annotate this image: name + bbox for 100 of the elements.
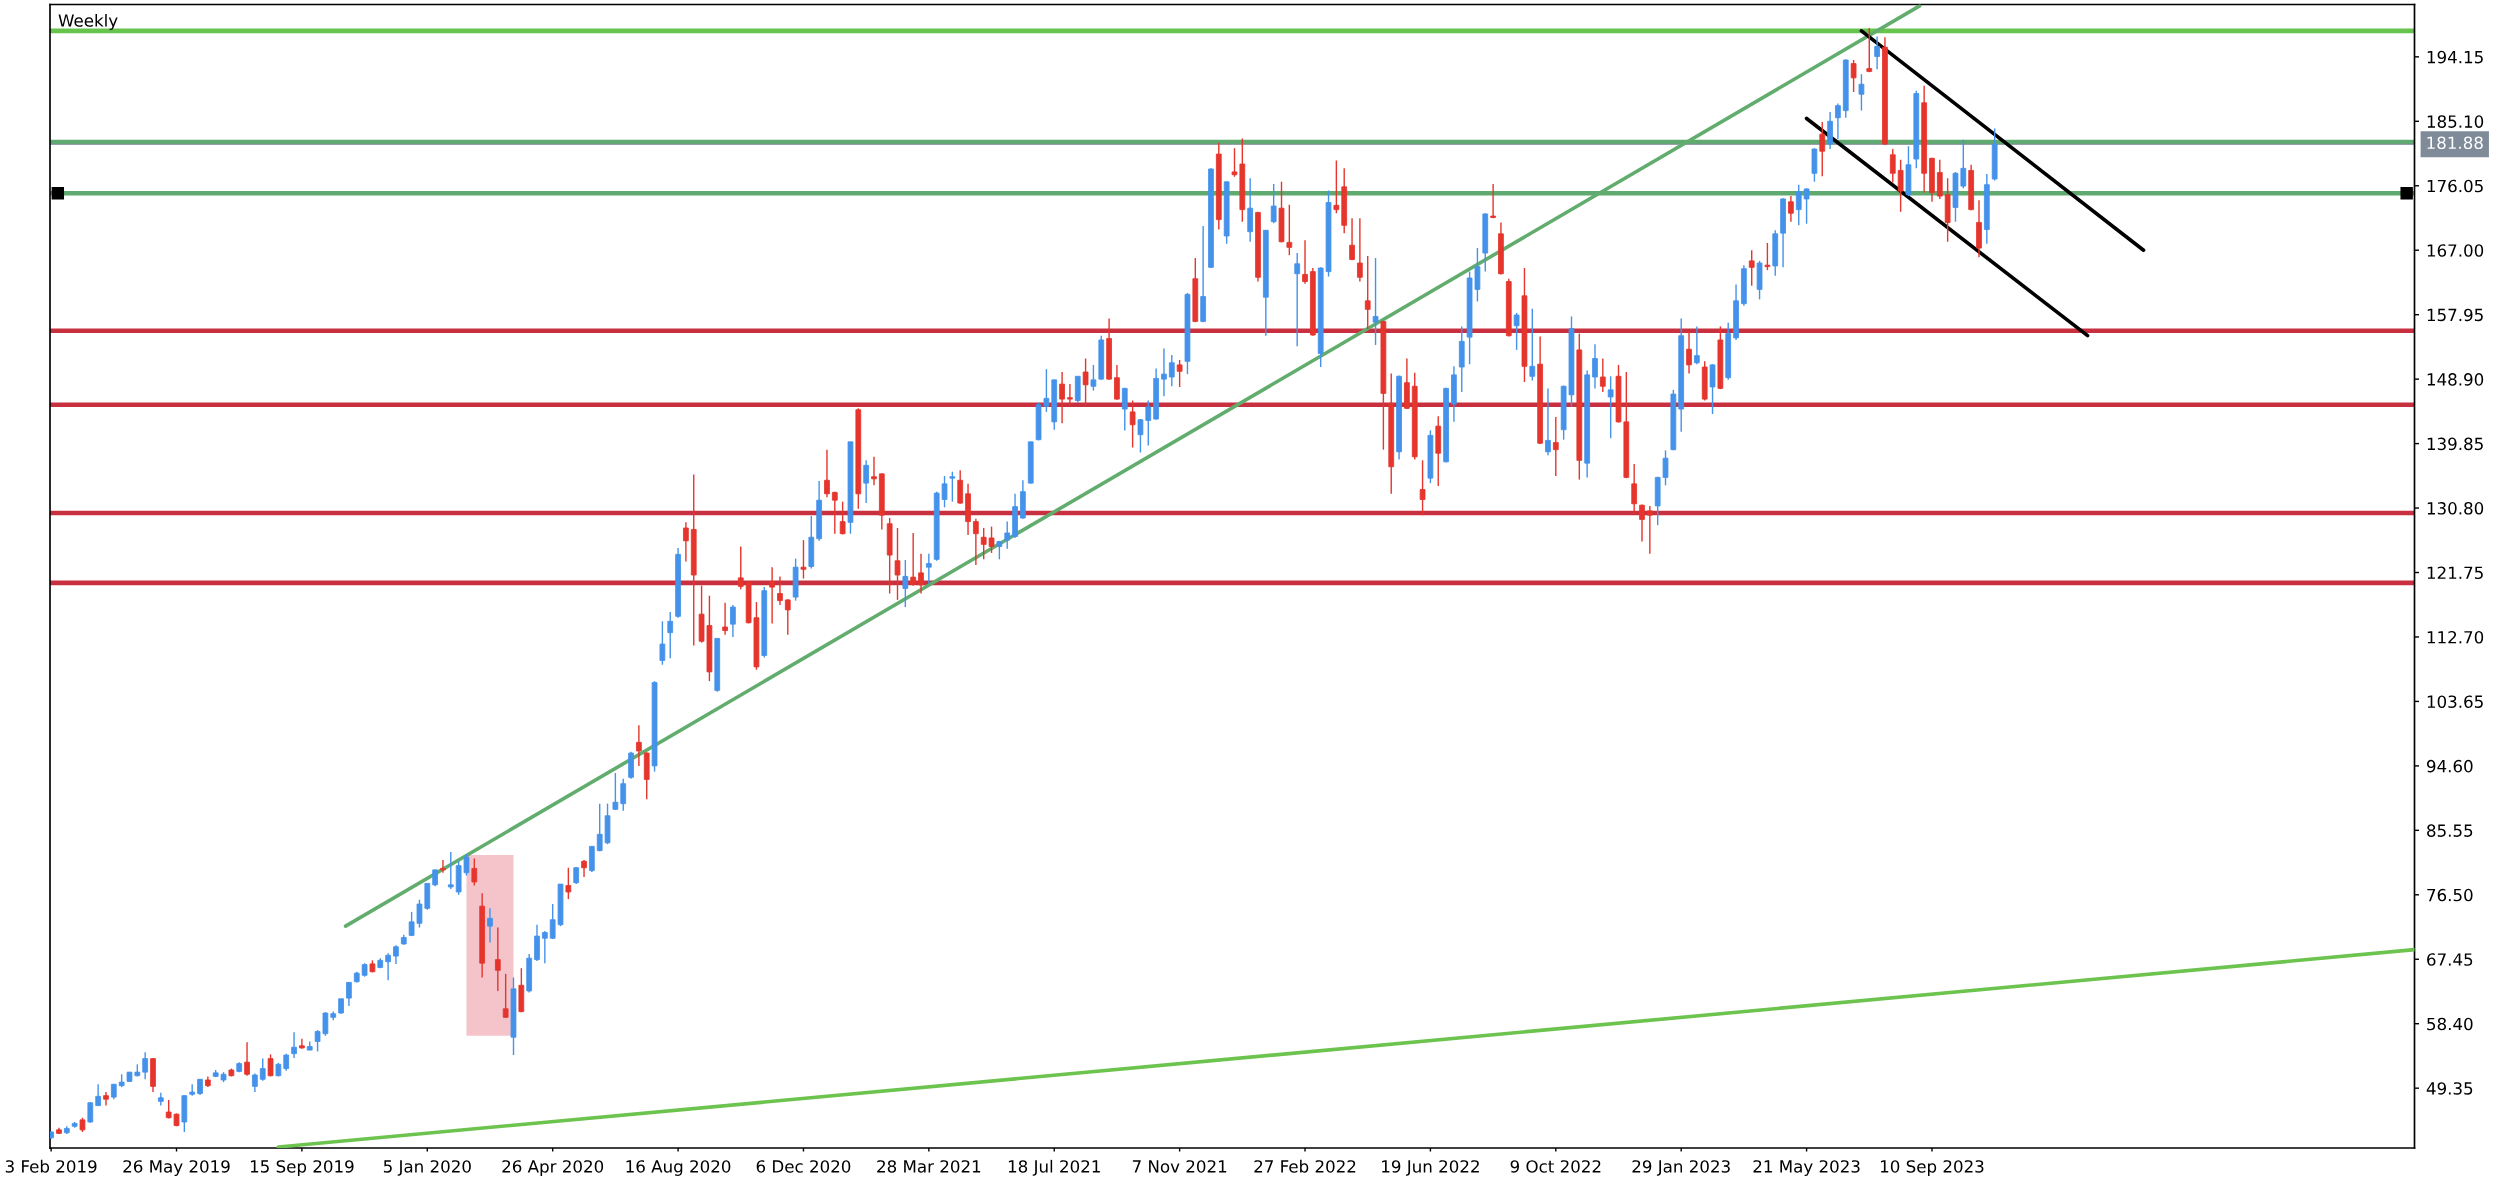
candlestick <box>659 620 666 666</box>
candlestick <box>620 778 627 812</box>
candlestick <box>1121 386 1128 432</box>
candlestick <box>95 1083 101 1107</box>
candlestick <box>1639 503 1645 543</box>
candlestick <box>949 471 956 503</box>
candlestick <box>730 604 736 638</box>
candlestick <box>722 602 728 636</box>
y-tick-label: 130.80 <box>2427 502 2484 515</box>
candlestick <box>1788 195 1794 223</box>
x-tick-label: 26 May 2019 <box>123 1160 230 1176</box>
candlestick <box>1694 325 1700 365</box>
ref-line-label: 181.88 <box>2427 136 2483 150</box>
candlestick <box>839 500 846 536</box>
x-tick-label: 15 Sep 2019 <box>250 1160 354 1176</box>
candlestick <box>1709 363 1716 415</box>
candlestick <box>737 545 744 590</box>
candlestick <box>142 1051 149 1080</box>
x-tick-label: 21 May 2023 <box>1753 1160 1860 1176</box>
candlestick <box>1850 59 1857 93</box>
candlestick <box>1302 239 1308 285</box>
y-tick-label: 103.65 <box>2427 695 2483 708</box>
candlestick <box>902 559 909 608</box>
candlestick <box>863 459 869 504</box>
candlestick <box>1686 330 1692 375</box>
y-tick-label: 185.10 <box>2427 115 2484 128</box>
y-tick-label: 139.85 <box>2427 437 2483 451</box>
y-tick-label: 112.70 <box>2427 630 2484 644</box>
candlestick <box>447 851 454 890</box>
candlestick <box>291 1031 297 1059</box>
x-tick-label: 9 Oct 2022 <box>1510 1160 1601 1173</box>
x-tick-label: 10 Sep 2023 <box>1880 1160 1984 1176</box>
x-tick-label: 7 Nov 2021 <box>1132 1160 1227 1173</box>
x-tick-label: 29 Jan 2023 <box>1632 1160 1730 1176</box>
candlestick <box>667 611 674 660</box>
candlestick <box>494 926 501 992</box>
candlestick <box>1607 375 1614 439</box>
candlestick <box>831 490 838 535</box>
candlestick <box>1552 416 1559 477</box>
candlestick <box>103 1091 109 1107</box>
x-tick-label: 19 Jun 2022 <box>1382 1160 1479 1176</box>
candlestick <box>1803 187 1810 225</box>
candlestick <box>87 1101 94 1124</box>
x-tick-label: 3 Feb 2019 <box>5 1159 97 1173</box>
y-tick-label: 76.50 <box>2427 888 2473 902</box>
y-tick-label: 194.15 <box>2427 50 2483 64</box>
candlestick <box>393 944 399 965</box>
candlestick <box>385 952 391 981</box>
candlestick <box>1795 184 1802 226</box>
candlestick <box>1286 203 1293 256</box>
candlestick <box>1270 183 1277 224</box>
candlestick <box>918 552 924 595</box>
candlestick <box>1592 343 1598 390</box>
x-tick-label: 26 Apr 2020 <box>502 1160 604 1176</box>
candlestick <box>487 907 493 944</box>
x-tick-label: 6 Dec 2020 <box>756 1160 851 1173</box>
candlestick <box>1819 121 1826 177</box>
candlestick <box>1176 359 1183 388</box>
candlestick <box>189 1083 196 1097</box>
y-tick-label: 157.95 <box>2427 308 2483 322</box>
candlestick <box>1419 459 1426 516</box>
candlestick <box>1513 312 1520 351</box>
candlestick <box>1889 148 1896 184</box>
y-tick-label: 49.35 <box>2426 1082 2473 1095</box>
y-tick-label: 58.40 <box>2427 1017 2473 1031</box>
candlestick <box>1364 255 1371 330</box>
candlestick <box>1294 252 1301 348</box>
candlestick <box>636 724 642 767</box>
candlestick <box>1114 364 1120 401</box>
candlestick <box>612 772 619 811</box>
x-tick-label: 5 Jan 2020 <box>383 1160 471 1176</box>
candlestick <box>1082 357 1089 407</box>
candlestick <box>1545 387 1551 457</box>
candlestick <box>346 981 352 1007</box>
candlestick <box>683 521 689 563</box>
y-tick-label: 85.55 <box>2427 824 2473 837</box>
candlestick <box>1529 307 1536 382</box>
candlestick <box>440 859 446 874</box>
candlestick <box>534 924 540 962</box>
y-tick-label: 67.45 <box>2427 953 2473 966</box>
candlestick <box>1490 183 1496 219</box>
candlestick <box>777 575 783 606</box>
candlestick <box>502 973 509 1019</box>
candlestick <box>1835 102 1841 140</box>
candlestick <box>565 867 572 900</box>
candlestick <box>1349 217 1355 261</box>
x-tick-label: 18 Jul 2021 <box>1008 1159 1100 1176</box>
text: Weekly <box>58 13 118 31</box>
candlestick <box>894 527 901 601</box>
candlestick <box>1333 159 1340 214</box>
candlestick <box>1936 159 1943 200</box>
candlestick <box>1631 463 1638 515</box>
candlestick <box>1866 27 1873 73</box>
candlestick <box>1357 217 1363 283</box>
x-tick-label: 28 Mar 2021 <box>877 1160 981 1173</box>
candlestick <box>1646 505 1653 555</box>
candlestick <box>926 552 932 585</box>
candlestick <box>1827 111 1833 150</box>
candlestick <box>1372 257 1379 346</box>
y-tick-label: 176.05 <box>2427 179 2483 193</box>
